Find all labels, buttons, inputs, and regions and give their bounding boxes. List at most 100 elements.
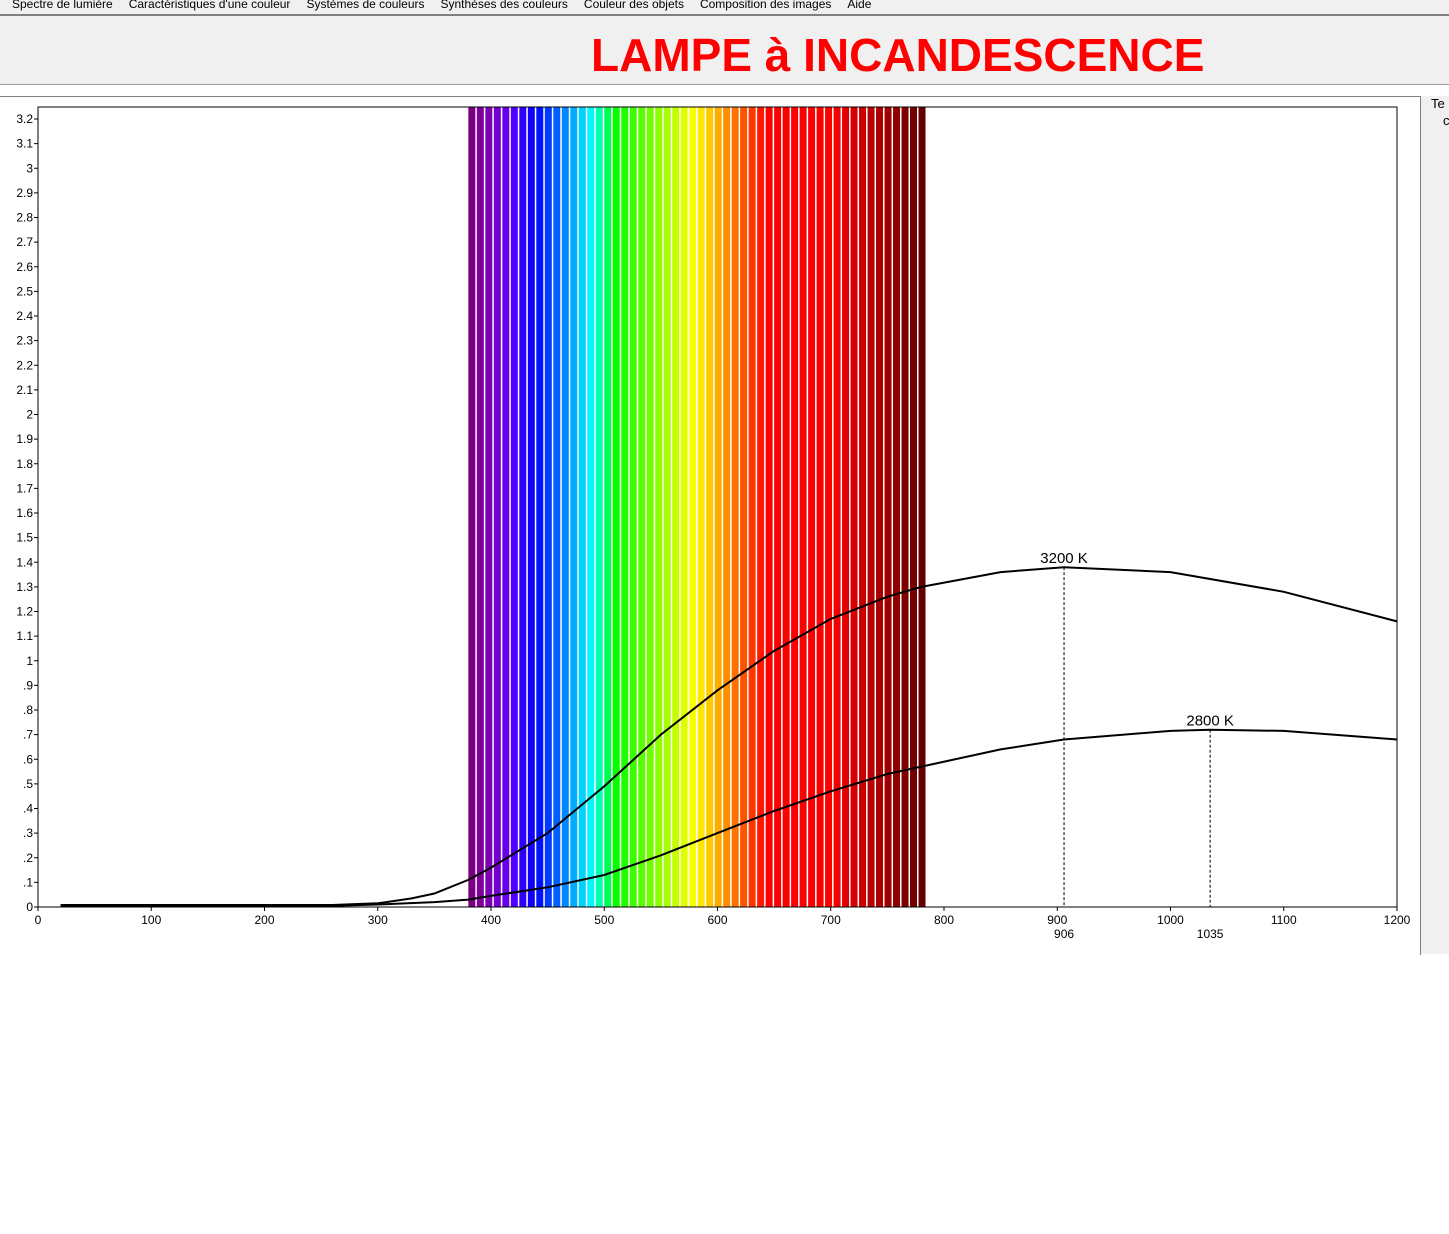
spectrum-strip [748,107,756,907]
y-tick-label: .4 [23,802,33,816]
spectrum-strip [595,107,603,907]
spectrum-strip [731,107,739,907]
y-tick-label: .1 [23,875,33,889]
spectrum-strip [859,107,867,907]
menu-item[interactable]: Couleur des objets [583,0,684,11]
x-tick-label: 300 [368,913,388,927]
menu-item[interactable]: Synthèses des couleurs [440,0,568,11]
spectrum-strip [842,107,850,907]
spectrum-strip [774,107,782,907]
y-tick-label: 2.4 [16,309,33,323]
spectrum-strip [485,107,493,907]
spectrum-strip [757,107,765,907]
spectrum-strip [561,107,569,907]
side-text: Te [1431,96,1445,111]
x-tick-label: 100 [141,913,161,927]
y-tick-label: 3.1 [16,137,33,151]
title-band: LAMPE à INCANDESCENCE [0,16,1449,85]
spectrum-strip [876,107,884,907]
menu-item[interactable]: Aide [847,0,872,11]
series-line [60,728,1398,907]
menu-item[interactable]: Composition des images [699,0,832,11]
spectrum-strip [697,107,705,907]
series-label: 3200 K [1040,550,1088,567]
spectrum-strip [646,107,654,907]
y-tick-label: 2.2 [16,358,33,372]
y-tick-label: 1.2 [16,605,33,619]
x-tick-label: 1100 [1271,913,1297,927]
spectrum-strip [553,107,561,907]
spectrum-strip [714,107,722,907]
spectrum-strip [612,107,620,907]
peak-label: 1035 [1197,927,1224,941]
y-tick-label: 1.6 [16,506,33,520]
spectrum-strip [689,107,697,907]
series-label: 2800 K [1186,713,1234,730]
spectrum-strip [799,107,807,907]
x-tick-label: 1000 [1157,913,1184,927]
spectrum-strip [816,107,824,907]
y-tick-label: 1.3 [16,580,33,594]
chart-panel: 0 100 200 300 400 500 600 700 800 900 1000 1100 1200… [0,96,1421,955]
spectrum-strip [791,107,799,907]
y-tick-label: .3 [23,826,33,840]
spectrum-strip [740,107,748,907]
spectrum-strip [570,107,578,907]
menu-item[interactable]: Spectre de lumière [12,0,113,11]
spectrum-strip [468,107,476,907]
y-tick-label: 3 [26,161,33,175]
y-tick-label: .8 [23,703,33,717]
spectrum-strip [629,107,637,907]
menu-bar: Spectre de lumière Caractéristiques d'une… [0,0,1449,16]
spectrum-strip [706,107,714,907]
spectrum-strip [867,107,875,907]
y-tick-label: .9 [23,678,33,692]
y-tick-label: 2.7 [16,235,33,249]
y-tick-label: .5 [23,777,33,791]
spectrum-strip [519,107,527,907]
spectrum-strip [621,107,629,907]
y-tick-label: 0 [26,900,33,914]
page-title: LAMPE à INCANDESCENCE [591,29,1205,81]
x-tick-label: 700 [821,913,841,927]
spectrum-strip [723,107,731,907]
x-tick-label: 500 [594,913,614,927]
spectrum-strip [510,107,518,907]
spectrum-strip [638,107,646,907]
spectrum-strip [527,107,535,907]
spectrum-strip [825,107,833,907]
x-tick-label: 600 [707,913,727,927]
menu-item[interactable]: Caractéristiques d'une couleur [128,0,291,11]
y-tick-label: .2 [23,851,33,865]
spectrum-strip [502,107,510,907]
spectrum-strip [578,107,586,907]
y-tick-label: 2.5 [16,284,33,298]
spectrum-strip [604,107,612,907]
spectrum-strip [808,107,816,907]
spectrum-strip [850,107,858,907]
y-tick-label: 2.8 [16,211,33,225]
spectrum-strip [672,107,680,907]
x-tick-label: 0 [35,913,42,927]
side-text: c [1443,113,1449,128]
menu-item[interactable]: Systèmes de couleurs [306,0,425,11]
spectrum-strip [493,107,501,907]
y-tick-label: 2.3 [16,334,33,348]
x-tick-label: 400 [481,913,501,927]
spectrum-chart: 0 100 200 300 400 500 600 700 800 900 1000 1100 1200… [16,106,1411,941]
y-tick-label: 2.9 [16,186,33,200]
peak-label: 906 [1054,927,1074,941]
spectrum-strip [893,107,901,907]
spectrum-strip [663,107,671,907]
spectrum-strip [901,107,909,907]
y-tick-label: 2.1 [16,383,33,397]
y-tick-label: 3.2 [16,112,33,126]
spectrum-strip [884,107,892,907]
x-tick-label: 800 [934,913,954,927]
side-panel: Te c [1421,96,1449,954]
y-tick-label: 2 [26,408,33,422]
y-tick-label: .6 [23,752,33,766]
y-tick-label: 1.8 [16,457,33,471]
y-tick-label: 1.1 [16,629,33,643]
y-tick-label: 1.9 [16,432,33,446]
